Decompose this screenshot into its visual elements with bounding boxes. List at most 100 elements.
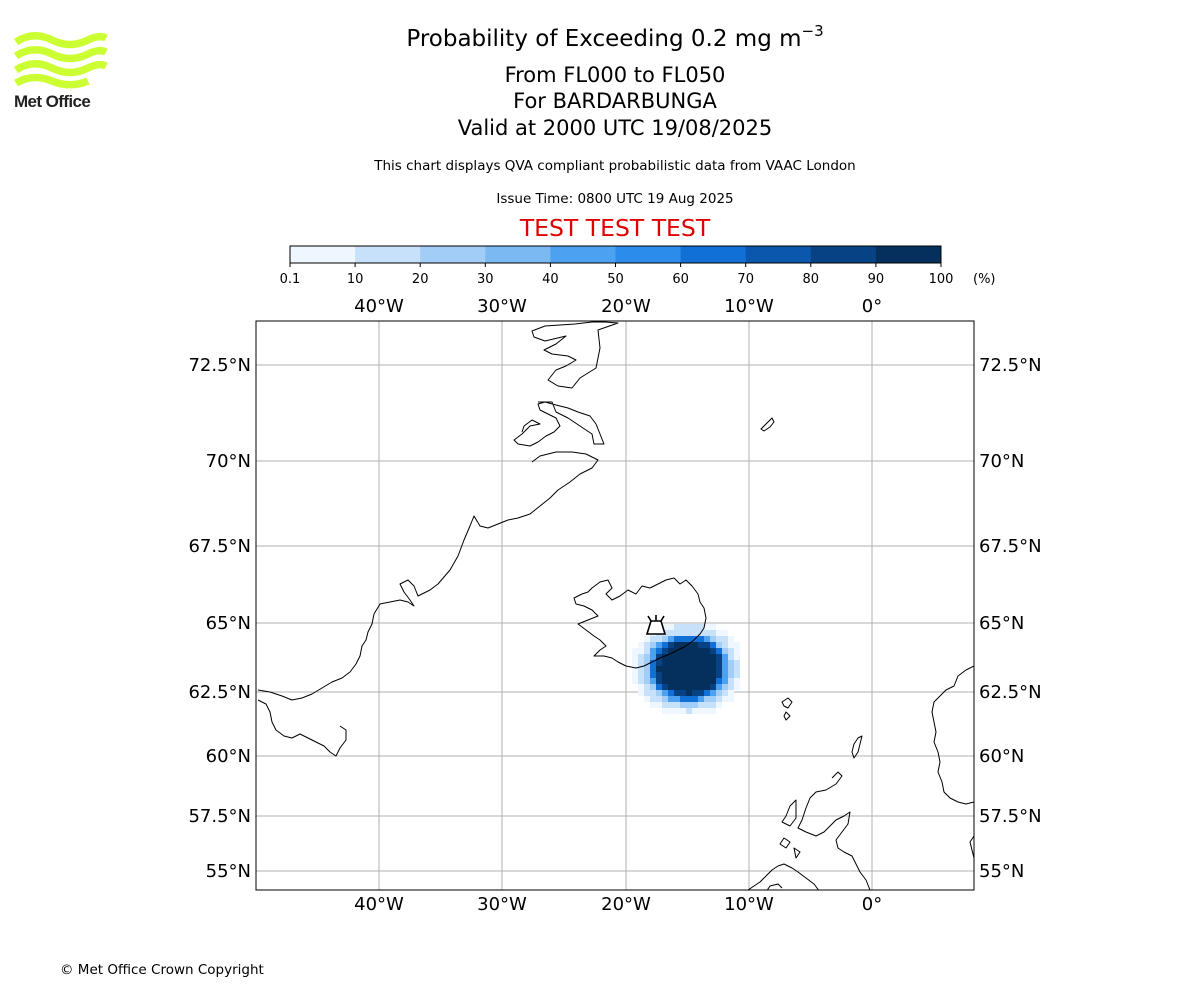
plume-cell (704, 708, 710, 714)
plume-cell (704, 672, 710, 678)
plume-cell (698, 648, 704, 654)
plume-cell (674, 666, 680, 672)
plume-cell (644, 636, 650, 642)
plume-cell (650, 636, 656, 642)
plume-cell (662, 654, 668, 660)
title-exponent: −3 (801, 22, 824, 40)
plume-cell (638, 660, 644, 666)
plume-cell (632, 648, 638, 654)
flight-levels: From FL000 to FL050 (504, 63, 726, 87)
plume-cell (668, 660, 674, 666)
plume-cell (722, 648, 728, 654)
plume-cell (674, 642, 680, 648)
plume-cell (716, 660, 722, 666)
plume-cell (698, 660, 704, 666)
plume-cell (686, 624, 692, 630)
plume-cell (692, 630, 698, 636)
plume-cell (662, 702, 668, 708)
plume-cell (680, 678, 686, 684)
plume-cell (686, 690, 692, 696)
plume-cell (674, 630, 680, 636)
plume-cell (668, 690, 674, 696)
plume-cell (728, 678, 734, 684)
plume-cell (698, 672, 704, 678)
plume-cell (728, 648, 734, 654)
plume-cell (644, 654, 650, 660)
plume-cell (656, 702, 662, 708)
plume-cell (638, 690, 644, 696)
plume-cell (704, 654, 710, 660)
map-frame (255, 320, 975, 891)
plume-cell (668, 648, 674, 654)
colorbar-tick-label: 80 (803, 272, 820, 287)
plume-cell (734, 678, 740, 684)
plume-cell (662, 642, 668, 648)
plume-cell (662, 636, 668, 642)
plume-cell (698, 702, 704, 708)
plume-cell (722, 678, 728, 684)
plume-cell (710, 684, 716, 690)
plume-cell (728, 684, 734, 690)
colorbar-segment (550, 246, 616, 263)
latitude-label: 55°N (206, 861, 251, 882)
test-banner: TEST TEST TEST (519, 214, 711, 242)
plume-cell (656, 672, 662, 678)
plume-cell (704, 702, 710, 708)
plume-cell (716, 696, 722, 702)
colorbar-segment (680, 246, 747, 263)
plume-cell (668, 708, 674, 714)
plume-cell (650, 648, 656, 654)
plume-cell (650, 702, 656, 708)
plume-cell (674, 624, 680, 630)
plume-cell (704, 678, 710, 684)
plume-cell (650, 690, 656, 696)
plume-cell (692, 678, 698, 684)
colorbar-unit: (%) (973, 272, 996, 287)
iceland-coastline (573, 577, 707, 669)
plume-cell (722, 654, 728, 660)
copyright: © Met Office Crown Copyright (60, 962, 264, 978)
plume-cell (722, 630, 728, 636)
plume-cell (650, 660, 656, 666)
plume-cell (662, 672, 668, 678)
plume-cell (722, 660, 728, 666)
title-main: Probability of Exceeding 0.2 mg m (406, 26, 802, 52)
plume-cell (722, 666, 728, 672)
plume-cell (716, 654, 722, 660)
plume-cell (698, 708, 704, 714)
plume-cell (662, 624, 668, 630)
longitude-label: 20°W (601, 894, 651, 915)
plume-cell (716, 648, 722, 654)
plume-cell (710, 630, 716, 636)
plume-cell (734, 660, 740, 666)
plume-cell (716, 636, 722, 642)
plume-cell (710, 642, 716, 648)
colorbar-tick-label: 60 (672, 272, 689, 287)
plume-cell (692, 696, 698, 702)
plume-cell (698, 636, 704, 642)
plume-cell (662, 684, 668, 690)
longitude-label: 20°W (601, 296, 651, 317)
plume-cell (704, 636, 710, 642)
jan-mayen-coastline (760, 417, 775, 432)
plume-cell (680, 672, 686, 678)
colorbar-segment (745, 246, 812, 263)
plume-cell (728, 690, 734, 696)
colorbar-segment (875, 246, 942, 263)
plume-cell (668, 666, 674, 672)
latitude-label: 72.5°N (979, 355, 1042, 376)
plume-cell (656, 696, 662, 702)
plume-cell (704, 696, 710, 702)
plume-cell (644, 696, 650, 702)
gridlines (256, 321, 974, 890)
plume-cell (668, 696, 674, 702)
latitude-label: 70°N (979, 451, 1024, 472)
description: This chart displays QVA compliant probab… (374, 158, 856, 174)
plume-cell (710, 660, 716, 666)
colorbar-tick-label: 40 (542, 272, 559, 287)
plume-cell (680, 642, 686, 648)
plume-cell (638, 684, 644, 690)
plume-cell (698, 678, 704, 684)
greenland-coastline (257, 321, 619, 757)
